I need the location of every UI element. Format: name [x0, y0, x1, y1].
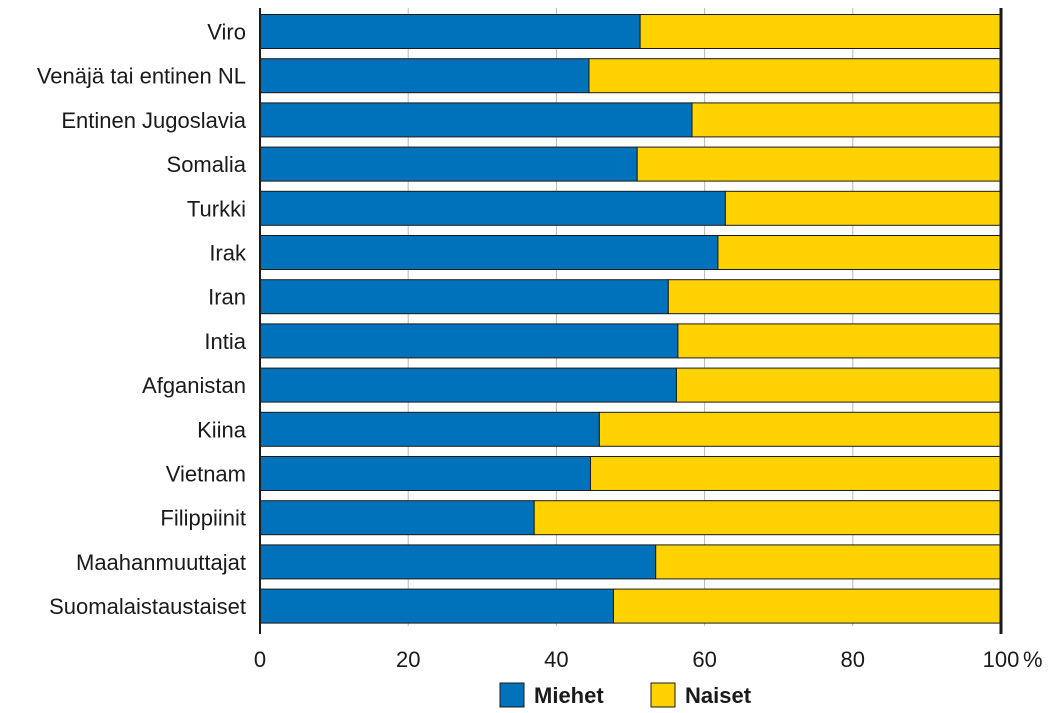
x-tick-label: 80	[841, 647, 865, 672]
bar-miehet-9	[259, 411, 600, 447]
bar-miehet-2	[259, 102, 693, 138]
bar-miehet-11	[259, 500, 535, 536]
bar-naiset-0	[639, 14, 1002, 49]
bar-naiset-11	[533, 500, 1002, 536]
bar-naiset-13	[612, 588, 1002, 624]
bar-miehet-12	[259, 544, 657, 580]
category-label: Afganistan	[142, 373, 246, 398]
category-label: Maahanmuuttajat	[76, 550, 246, 575]
bar-naiset-1	[588, 58, 1002, 94]
legend-label-miehet: Miehet	[534, 683, 604, 708]
x-tick-label: 20	[396, 647, 420, 672]
bar-miehet-1	[259, 58, 590, 94]
category-label: Venäjä tai entinen NL	[37, 64, 246, 89]
category-label: Somalia	[167, 152, 247, 177]
x-tick-label: 0	[254, 647, 266, 672]
category-label: Viro	[207, 20, 246, 45]
bar-naiset-12	[655, 544, 1002, 580]
bar-miehet-13	[259, 588, 614, 624]
bar-miehet-7	[259, 323, 679, 359]
category-label: Intia	[204, 329, 246, 354]
bar-naiset-5	[717, 235, 1002, 270]
legend-swatch-naiset	[650, 682, 676, 708]
bar-naiset-3	[636, 146, 1002, 182]
bar-naiset-10	[589, 456, 1002, 491]
bar-miehet-0	[259, 14, 641, 49]
bar-naiset-6	[667, 279, 1002, 315]
x-axis: 0 20 40 60 80 100%	[254, 8, 1043, 672]
legend-label-naiset: Naiset	[685, 683, 752, 708]
bar-naiset-2	[691, 102, 1002, 138]
legend-swatch-miehet	[499, 682, 525, 708]
category-label: Filippiinit	[160, 506, 246, 531]
bar-miehet-5	[259, 235, 719, 270]
bar-naiset-9	[598, 411, 1002, 447]
x-tick-label: 40	[544, 647, 568, 672]
x-tick-label: 60	[692, 647, 716, 672]
bar-naiset-4	[724, 190, 1002, 226]
bar-miehet-4	[259, 190, 726, 226]
bar-naiset-8	[675, 367, 1002, 403]
category-label: Iran	[208, 285, 246, 310]
x-unit-label: %	[1023, 647, 1043, 672]
bars	[259, 14, 1002, 624]
category-label: Suomalaistaustaiset	[49, 594, 246, 619]
category-label: Kiina	[197, 417, 247, 442]
bar-miehet-3	[259, 146, 638, 182]
bar-naiset-7	[677, 323, 1002, 359]
category-label: Vietnam	[166, 462, 246, 487]
category-label: Turkki	[187, 196, 246, 221]
bar-miehet-10	[259, 456, 591, 491]
category-label: Irak	[209, 241, 247, 266]
bar-miehet-8	[259, 367, 677, 403]
bar-miehet-6	[259, 279, 669, 315]
x-tick-label: 100	[983, 647, 1020, 672]
category-label: Entinen Jugoslavia	[61, 108, 246, 133]
category-labels: Viro Venäjä tai entinen NL Entinen Jugosla…	[37, 20, 247, 620]
legend: Miehet Naiset	[499, 682, 752, 708]
